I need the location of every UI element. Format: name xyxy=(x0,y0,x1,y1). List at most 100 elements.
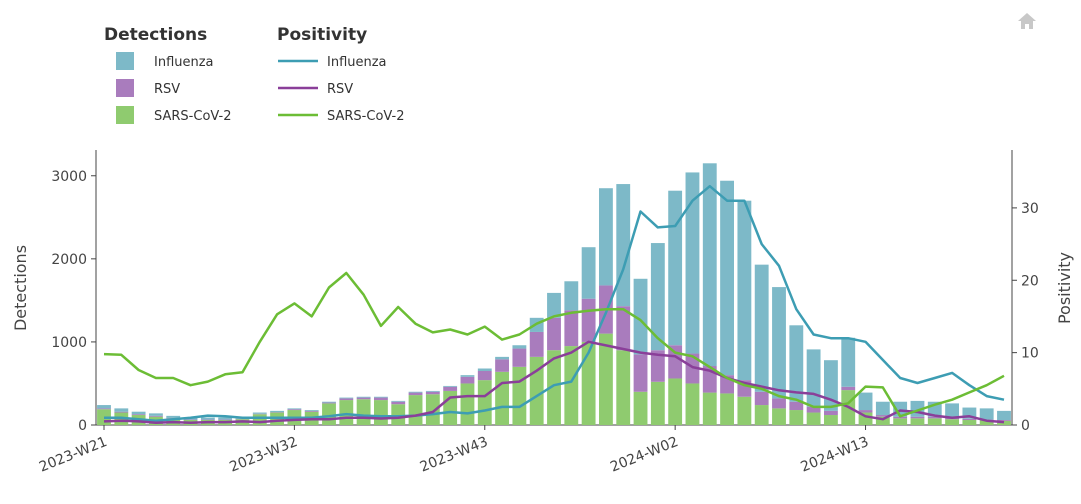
y-tick-label: 0 xyxy=(78,418,87,434)
bar xyxy=(530,332,544,357)
bar xyxy=(461,375,475,377)
legend-label: Influenza xyxy=(154,55,214,70)
bar xyxy=(824,415,838,425)
x-tick-label: 2023-W32 xyxy=(227,434,300,476)
bar xyxy=(616,350,630,425)
bar xyxy=(772,398,786,408)
bar xyxy=(876,402,890,415)
x-tick-label: 2023-W21 xyxy=(37,434,110,476)
bar xyxy=(599,188,613,285)
x-tick-label: 2024-W02 xyxy=(608,434,681,476)
y-axis-title: Detections xyxy=(11,245,30,331)
y2-tick-label: 30 xyxy=(1021,201,1039,217)
bar xyxy=(357,397,371,398)
legend-title: Detections xyxy=(104,25,207,45)
bar xyxy=(409,393,423,395)
bar xyxy=(668,378,682,425)
bar xyxy=(149,416,163,417)
bar xyxy=(339,398,353,399)
bar xyxy=(928,418,942,425)
bar xyxy=(461,383,475,425)
bar xyxy=(720,393,734,425)
bar xyxy=(841,338,855,387)
bar xyxy=(720,181,734,375)
y2-tick-label: 10 xyxy=(1021,346,1039,362)
bar xyxy=(132,414,146,415)
bar xyxy=(582,247,596,299)
bar xyxy=(616,184,630,306)
bar xyxy=(132,412,146,414)
bar xyxy=(495,359,509,371)
bar xyxy=(461,377,475,384)
bar xyxy=(772,287,786,398)
legend-label: Influenza xyxy=(327,55,387,70)
bar xyxy=(789,325,803,401)
bar xyxy=(755,392,769,405)
bar xyxy=(737,201,751,380)
bar xyxy=(495,372,509,425)
bar xyxy=(443,386,457,387)
bar xyxy=(668,191,682,346)
bar xyxy=(478,371,492,380)
y-tick-label: 3000 xyxy=(51,169,87,185)
bar xyxy=(945,403,959,417)
legend-label: RSV xyxy=(327,82,353,97)
bar xyxy=(755,405,769,425)
bar xyxy=(824,411,838,415)
bar xyxy=(357,398,371,400)
legend-label: RSV xyxy=(154,82,180,97)
bar xyxy=(564,346,578,425)
bar xyxy=(97,408,111,409)
bar xyxy=(391,401,405,402)
bar xyxy=(339,400,353,425)
bar xyxy=(512,345,526,348)
bar xyxy=(305,411,319,412)
home-icon[interactable] xyxy=(1018,13,1036,29)
x-tick-label: 2024-W13 xyxy=(798,434,871,476)
bar xyxy=(755,265,769,392)
legend-swatch xyxy=(116,106,134,124)
bar xyxy=(149,413,163,415)
bar xyxy=(564,281,578,310)
bar xyxy=(789,410,803,425)
bar xyxy=(824,360,838,411)
legend-label: SARS-CoV-2 xyxy=(154,109,232,124)
bar xyxy=(374,400,388,425)
bar xyxy=(114,408,128,411)
x-tick-label: 2023-W43 xyxy=(418,434,491,476)
bar xyxy=(547,318,561,350)
y2-tick-label: 0 xyxy=(1021,418,1030,434)
bar xyxy=(668,345,682,378)
bar xyxy=(374,398,388,400)
bar xyxy=(512,349,526,367)
legend-swatch xyxy=(116,79,134,97)
bar xyxy=(409,392,423,393)
bar xyxy=(253,414,267,425)
bar xyxy=(201,418,215,420)
bar xyxy=(772,408,786,425)
bar xyxy=(357,399,371,425)
bar xyxy=(495,357,509,359)
bar xyxy=(564,310,578,346)
bar xyxy=(322,403,336,425)
bar xyxy=(807,349,821,406)
bar xyxy=(634,354,648,391)
bar xyxy=(634,392,648,425)
bar xyxy=(339,398,353,400)
bar xyxy=(512,367,526,425)
bar xyxy=(962,419,976,420)
y-tick-label: 1000 xyxy=(51,335,87,351)
bar xyxy=(322,402,336,403)
bar xyxy=(997,411,1011,420)
bar xyxy=(426,394,440,425)
bar xyxy=(287,408,301,409)
bar xyxy=(478,369,492,371)
bar xyxy=(322,403,336,404)
bar xyxy=(305,410,319,411)
y-tick-label: 2000 xyxy=(51,252,87,268)
bar xyxy=(443,387,457,391)
bar xyxy=(114,412,128,413)
bar xyxy=(409,395,423,425)
bar xyxy=(582,299,596,342)
bar xyxy=(703,163,717,366)
